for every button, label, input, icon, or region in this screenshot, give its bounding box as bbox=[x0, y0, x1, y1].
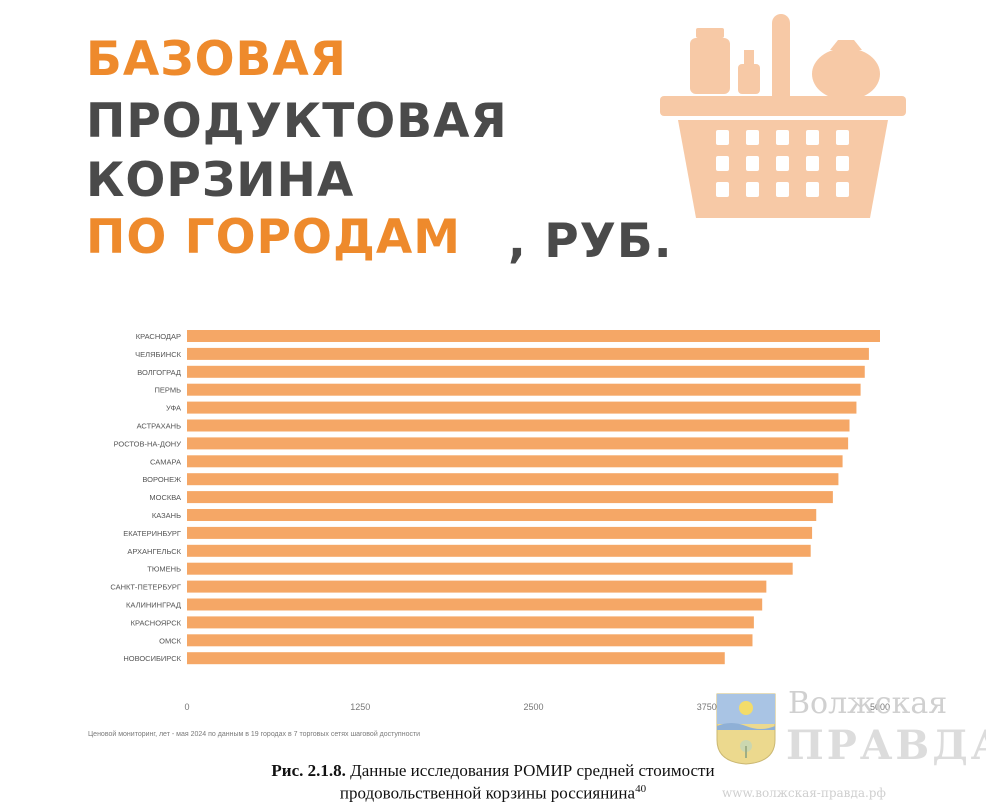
bar bbox=[187, 526, 813, 539]
bar bbox=[187, 634, 753, 647]
category-label: КРАСНОЯРСК bbox=[131, 618, 182, 627]
title-line-2: ПРОДУКТОВАЯ bbox=[86, 94, 508, 149]
bar bbox=[187, 562, 793, 575]
bar bbox=[187, 401, 857, 414]
footnote-ref: 40 bbox=[635, 783, 647, 796]
watermark-url: www.волжская-правда.рф bbox=[722, 786, 886, 800]
watermark-brand: ПРАВДА bbox=[786, 722, 986, 769]
x-tick-label: 3750 bbox=[697, 702, 717, 712]
bar bbox=[187, 598, 763, 611]
bar bbox=[187, 652, 725, 665]
bar bbox=[187, 347, 869, 360]
bar bbox=[187, 491, 833, 504]
category-label: НОВОСИБИРСК bbox=[123, 654, 181, 663]
category-label: САНКТ-ПЕТЕРБУРГ bbox=[110, 583, 181, 592]
figure-label: Рис. 2.1.8. bbox=[271, 761, 346, 780]
category-label: ТЮМЕНЬ bbox=[147, 565, 181, 574]
category-label: ЧЕЛЯБИНСК bbox=[135, 350, 181, 359]
bar bbox=[187, 419, 850, 432]
category-label: АСТРАХАНЬ bbox=[137, 422, 182, 431]
category-label: КАЗАНЬ bbox=[152, 511, 181, 520]
caption-text-2: продовольственной корзины россиянина bbox=[339, 783, 636, 803]
figure-caption: Рис. 2.1.8. Данные исследования РОМИР ср… bbox=[0, 760, 986, 805]
bar bbox=[187, 509, 817, 521]
bar bbox=[187, 616, 754, 629]
x-tick-label: 0 bbox=[184, 702, 189, 712]
watermark-title: Волжская bbox=[788, 686, 948, 721]
bar-chart: КРАСНОДАР ЧЕЛЯБИНСК ВОЛГОГРАД ПЕРМЬ УФА АСТРА… bbox=[110, 330, 890, 712]
bar bbox=[187, 437, 849, 450]
bar bbox=[187, 580, 767, 593]
category-label: ПЕРМЬ bbox=[155, 386, 182, 395]
title-unit: , РУБ. bbox=[508, 214, 673, 269]
category-label: УФА bbox=[166, 404, 181, 413]
x-tick-label: 2500 bbox=[523, 702, 543, 712]
title-line-1: БАЗОВАЯ bbox=[86, 32, 347, 87]
x-tick-label: 1250 bbox=[350, 702, 370, 712]
category-label: САМАРА bbox=[150, 457, 181, 466]
category-label: ЕКАТЕРИНБУРГ bbox=[123, 529, 181, 538]
bar bbox=[187, 455, 843, 468]
x-tick-label: 5000 bbox=[870, 702, 890, 712]
category-label: ВОРОНЕЖ bbox=[142, 475, 181, 484]
caption-text-1: Данные исследования РОМИР средней стоимо… bbox=[345, 761, 715, 780]
title-line-4: ПО ГОРОДАМ bbox=[86, 210, 461, 265]
bar bbox=[187, 330, 880, 342]
category-label: ОМСК bbox=[159, 636, 181, 645]
bar bbox=[187, 473, 839, 486]
title-line-3: КОРЗИНА bbox=[86, 153, 355, 208]
grocery-basket-icon bbox=[660, 14, 906, 218]
bar bbox=[187, 544, 811, 557]
city-coat-of-arms-icon bbox=[716, 693, 776, 765]
category-label: КАЛИНИНГРАД bbox=[126, 601, 181, 610]
category-label: АРХАНГЕЛЬСК bbox=[127, 547, 181, 556]
category-label: КРАСНОДАР bbox=[136, 332, 181, 341]
category-label: ВОЛГОГРАД bbox=[137, 368, 181, 377]
category-label: РОСТОВ-НА-ДОНУ bbox=[114, 439, 182, 448]
category-label: МОСКВА bbox=[149, 493, 181, 502]
chart-source-note: Ценовой мониторинг, лет - мая 2024 по да… bbox=[88, 731, 421, 738]
bar bbox=[187, 383, 861, 396]
bar bbox=[187, 365, 865, 378]
